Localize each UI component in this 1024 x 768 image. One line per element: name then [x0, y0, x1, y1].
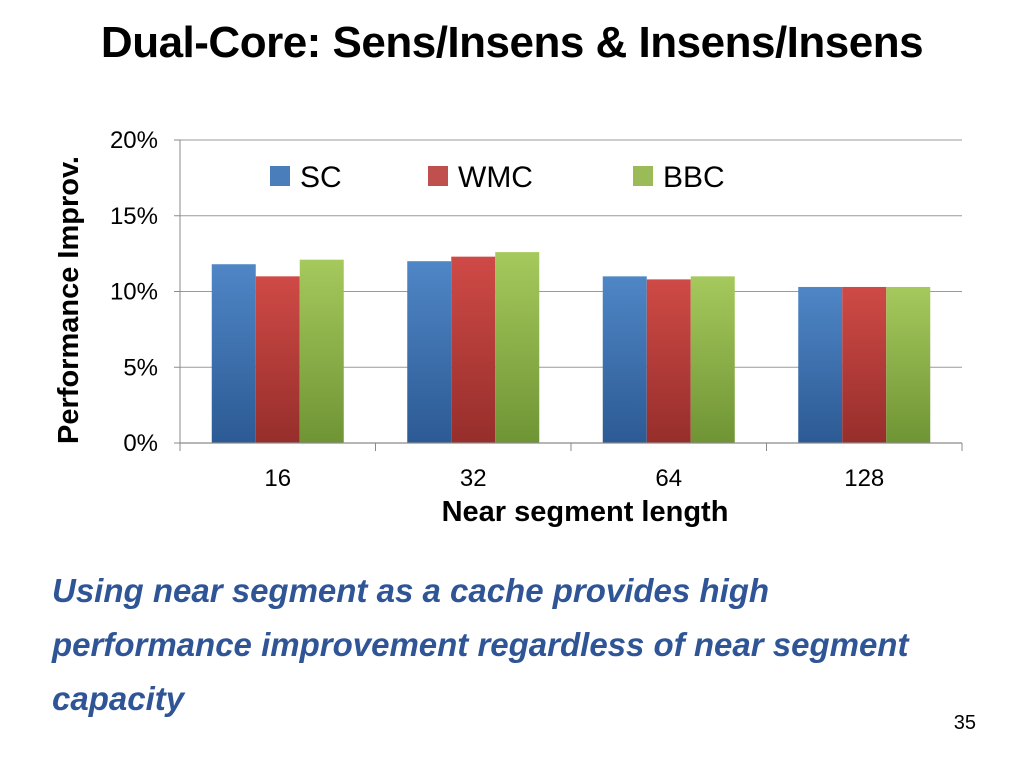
x-tick-label: 64 [655, 465, 682, 492]
bar-bbc-128 [886, 286, 931, 443]
bar-wmc-32 [451, 256, 496, 443]
bar-sc-16 [211, 264, 256, 443]
x-tick-label: 32 [460, 465, 487, 492]
slide-title: Dual-Core: Sens/Insens & Insens/Insens [100, 18, 924, 67]
legend-swatch-sc [270, 166, 290, 186]
takeaway-text: Using near segment as a cache provides h… [52, 572, 909, 717]
x-axis-title: Near segment length [442, 496, 729, 528]
page-number: 35 [953, 712, 976, 734]
legend-label-bbc: BBC [663, 161, 725, 194]
y-tick-label: 10% [110, 279, 158, 306]
x-tick-label: 16 [264, 465, 291, 492]
y-tick-label: 5% [123, 354, 158, 381]
bar-bbc-16 [299, 259, 344, 443]
bar-chart: 0% 5% 10% 15% 20% 16 32 64 128 SC WMC BBC Performa… [53, 127, 963, 528]
bar-sc-64 [602, 276, 647, 443]
y-tick-label: 20% [110, 127, 158, 154]
bar-sc-128 [798, 286, 843, 443]
bars [211, 252, 931, 443]
axes: 0% 5% 10% 15% 20% 16 32 64 128 [110, 127, 963, 492]
y-tick-label: 15% [110, 203, 158, 230]
bar-bbc-64 [690, 276, 735, 443]
bar-wmc-128 [842, 286, 887, 443]
y-axis-title: Performance Improv. [53, 156, 85, 444]
legend: SC WMC BBC [270, 161, 725, 194]
legend-label-sc: SC [300, 161, 342, 194]
x-tick-label: 128 [844, 465, 884, 492]
bar-sc-32 [407, 261, 452, 443]
bar-bbc-32 [495, 252, 540, 443]
bar-wmc-64 [646, 279, 691, 443]
y-tick-label: 0% [123, 430, 158, 457]
legend-swatch-bbc [633, 166, 653, 186]
legend-label-wmc: WMC [458, 161, 533, 194]
legend-swatch-wmc [428, 166, 448, 186]
bar-wmc-16 [255, 276, 300, 443]
